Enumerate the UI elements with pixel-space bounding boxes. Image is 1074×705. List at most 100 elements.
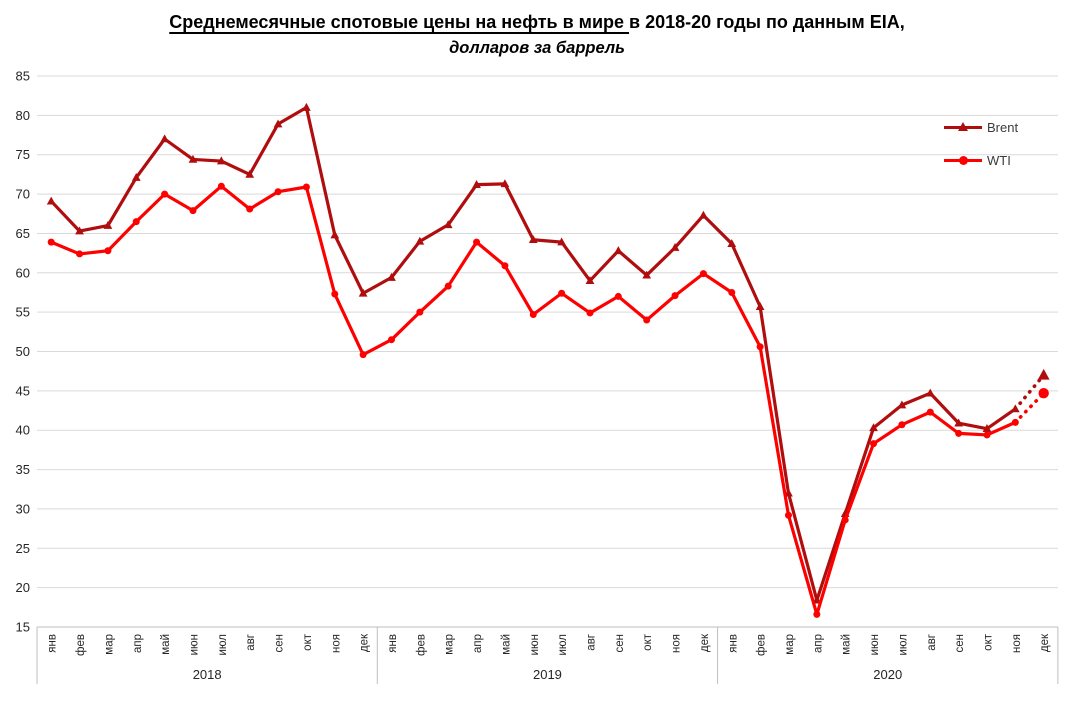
brent-marker xyxy=(472,180,481,188)
wti-marker xyxy=(331,290,339,298)
wti-marker xyxy=(926,408,934,416)
x-axis-month-label: мар xyxy=(784,634,796,655)
y-axis-label: 55 xyxy=(16,305,30,320)
chart-title-underlined: Среднемесячные спотовые цены на нефть в … xyxy=(169,12,630,32)
wti-marker xyxy=(1038,388,1049,399)
x-axis-month-label: июл xyxy=(217,634,229,656)
brent-marker xyxy=(954,418,963,427)
brent-marker xyxy=(585,276,595,284)
wti-marker xyxy=(359,351,367,359)
brent-marker xyxy=(302,102,311,111)
wti-marker xyxy=(444,282,452,290)
legend-label-brent: Brent xyxy=(987,119,1019,135)
brent-marker xyxy=(642,270,652,279)
brent-marker xyxy=(1037,368,1050,380)
chart-title: Среднемесячные спотовые цены на нефть в … xyxy=(0,10,1074,34)
x-axis-month-label: май xyxy=(841,634,853,655)
y-axis-label: 20 xyxy=(16,580,30,595)
x-axis-month-label: июн xyxy=(188,634,200,655)
chart-subtitle: долларов за баррель xyxy=(449,39,625,57)
x-axis-month-label: авг xyxy=(245,634,257,651)
brent-marker xyxy=(160,134,169,143)
wti-marker xyxy=(387,336,395,344)
brent-marker xyxy=(982,424,992,432)
legend-item-brent: Brent xyxy=(944,116,1054,138)
brent-marker xyxy=(755,302,765,310)
brent-marker xyxy=(75,226,84,235)
x-axis-month-label: июн xyxy=(869,634,881,655)
x-axis-month-label: ноя xyxy=(330,634,342,653)
x-axis-month-label: июл xyxy=(897,634,909,656)
chart-title-block: Среднемесячные спотовые цены на нефть в … xyxy=(0,10,1074,60)
x-axis-month-label: дек xyxy=(1039,633,1051,652)
x-axis-month-label: авг xyxy=(585,634,597,651)
y-axis-label: 75 xyxy=(16,147,30,162)
wti-marker xyxy=(841,516,849,524)
wti-marker xyxy=(76,250,84,258)
brent-marker xyxy=(925,388,935,397)
y-axis-label: 65 xyxy=(16,226,30,241)
y-axis-label: 45 xyxy=(16,383,30,398)
chart-legend: Brent WTI xyxy=(944,116,1054,171)
x-axis-month-label: янв xyxy=(47,634,59,653)
x-axis-month-label: апр xyxy=(472,634,484,653)
x-axis-month-label: июн xyxy=(529,634,541,655)
chart-title-rest: в 2018-20 годы по данным EIA, xyxy=(629,12,905,32)
brent-marker xyxy=(46,196,56,205)
x-axis-month-label: окт xyxy=(302,633,314,651)
y-axis-label: 30 xyxy=(16,501,30,516)
x-axis-month-label: фев xyxy=(756,634,768,656)
brent-marker xyxy=(188,154,198,163)
legend-label-wti: WTI xyxy=(987,152,1011,168)
wti-marker xyxy=(1011,418,1019,426)
wti-marker xyxy=(614,292,622,300)
wti-marker xyxy=(756,343,764,351)
x-axis-month-label: фев xyxy=(415,634,427,656)
wti-marker xyxy=(813,610,821,618)
wti-marker xyxy=(784,511,792,519)
brent-marker xyxy=(670,243,680,251)
wti-marker xyxy=(104,247,112,255)
wti-marker xyxy=(132,218,140,226)
wti-marker xyxy=(898,421,906,429)
x-axis-month-label: апр xyxy=(812,634,824,653)
x-axis-month-label: май xyxy=(500,634,512,655)
year-label: 2020 xyxy=(873,667,902,682)
y-axis-label: 15 xyxy=(16,620,30,635)
wti-marker xyxy=(246,205,254,213)
wti-marker xyxy=(643,316,651,324)
brent-marker xyxy=(528,235,538,244)
brent-marker xyxy=(103,220,113,229)
wti-marker xyxy=(955,429,963,437)
y-axis-label: 80 xyxy=(16,108,30,123)
brent-marker xyxy=(869,423,878,432)
y-axis-label: 25 xyxy=(16,541,30,556)
wti-marker xyxy=(416,308,424,316)
x-axis-month-label: окт xyxy=(642,633,654,651)
wti-marker xyxy=(983,431,991,439)
wti-marker xyxy=(217,182,225,190)
brent-marker xyxy=(273,119,283,128)
y-axis-label: 35 xyxy=(16,462,30,477)
wti-marker xyxy=(189,207,197,215)
brent-line xyxy=(50,105,1017,602)
y-axis-label: 60 xyxy=(16,265,30,280)
x-axis-month-label: янв xyxy=(727,634,739,653)
wti-legend-sample xyxy=(944,153,982,167)
y-axis-label: 50 xyxy=(16,344,30,359)
wti-marker xyxy=(728,288,736,296)
x-axis-month-label: мар xyxy=(103,634,115,655)
brent-marker xyxy=(245,169,255,178)
year-label: 2018 xyxy=(193,667,222,682)
x-axis-month-label: янв xyxy=(387,634,399,653)
wti-marker xyxy=(501,262,509,270)
x-axis-month-label: апр xyxy=(132,634,144,653)
x-axis-month-label: июл xyxy=(557,634,569,656)
year-label: 2019 xyxy=(533,667,562,682)
brent-marker xyxy=(500,179,510,188)
x-axis-month-label: дек xyxy=(359,633,371,652)
x-axis-month-label: май xyxy=(160,634,172,655)
y-axis-label: 85 xyxy=(16,69,30,84)
